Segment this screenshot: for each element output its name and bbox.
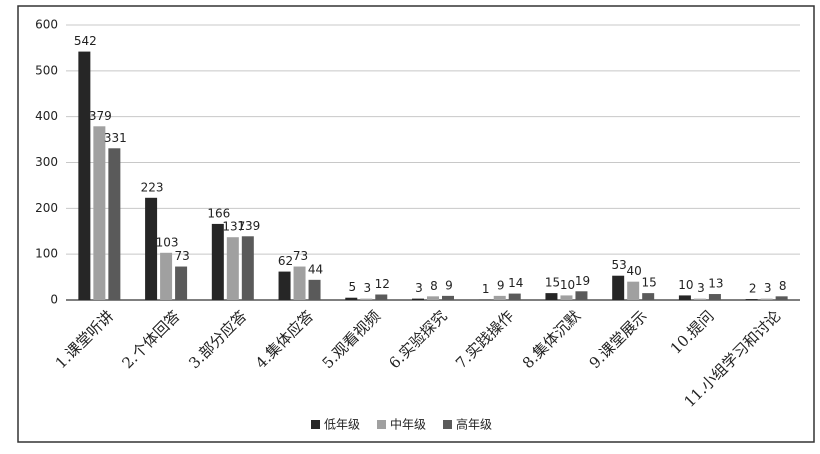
bar bbox=[760, 298, 773, 300]
bar bbox=[775, 296, 788, 300]
value-label: 10 bbox=[678, 278, 693, 292]
bar bbox=[293, 266, 306, 300]
value-label: 3 bbox=[697, 281, 705, 295]
bar bbox=[78, 51, 91, 301]
value-label: 5 bbox=[348, 280, 356, 294]
legend-swatch bbox=[311, 420, 320, 429]
x-tick-label: 1.课堂听讲 bbox=[52, 307, 117, 372]
bar bbox=[211, 223, 224, 300]
x-tick-label: 7.实践操作 bbox=[452, 307, 517, 372]
bar bbox=[745, 299, 758, 300]
value-label: 73 bbox=[293, 249, 308, 263]
value-label: 542 bbox=[74, 34, 97, 48]
bar bbox=[412, 298, 424, 300]
bar bbox=[442, 295, 454, 300]
bar bbox=[145, 197, 158, 300]
x-tick-label: 6.实验探究 bbox=[385, 307, 450, 372]
value-label: 139 bbox=[237, 219, 260, 233]
value-label: 8 bbox=[779, 279, 787, 293]
value-label: 331 bbox=[104, 131, 127, 145]
value-label: 379 bbox=[89, 109, 112, 123]
value-label: 137 bbox=[222, 220, 245, 234]
bar bbox=[360, 298, 373, 300]
x-tick-label: 10.提问 bbox=[667, 307, 718, 358]
legend-label: 高年级 bbox=[456, 417, 492, 432]
value-label: 8 bbox=[430, 279, 438, 293]
bar bbox=[241, 236, 254, 300]
bar bbox=[375, 294, 388, 300]
y-tick-label: 600 bbox=[35, 18, 58, 32]
value-label: 9 bbox=[497, 278, 505, 292]
y-tick-label: 0 bbox=[50, 293, 58, 307]
bar bbox=[93, 126, 106, 301]
y-tick-label: 200 bbox=[35, 201, 58, 215]
bar bbox=[642, 293, 655, 300]
value-label: 53 bbox=[612, 258, 627, 272]
bar bbox=[693, 298, 706, 300]
x-tick-label: 3.部分应答 bbox=[185, 307, 250, 372]
bar bbox=[345, 297, 358, 300]
value-label: 19 bbox=[575, 274, 590, 288]
value-label: 166 bbox=[207, 206, 230, 220]
value-label: 223 bbox=[141, 180, 164, 194]
bar bbox=[508, 293, 521, 300]
legend-label: 低年级 bbox=[324, 418, 360, 432]
value-label: 3 bbox=[363, 281, 371, 295]
bar bbox=[427, 296, 439, 300]
bar bbox=[545, 293, 558, 300]
bar bbox=[560, 295, 573, 300]
value-label: 15 bbox=[545, 276, 560, 290]
y-tick-label: 500 bbox=[35, 63, 58, 77]
bar bbox=[627, 281, 640, 300]
legend-label: 中年级 bbox=[390, 417, 426, 432]
bar bbox=[175, 266, 188, 300]
value-label: 62 bbox=[278, 254, 293, 268]
bar bbox=[612, 275, 625, 300]
x-tick-label: 9.课堂展示 bbox=[586, 307, 651, 372]
value-label: 73 bbox=[174, 249, 189, 263]
bar bbox=[308, 279, 321, 300]
value-label: 10 bbox=[560, 278, 575, 292]
bar bbox=[678, 295, 691, 300]
x-tick-label: 8.集体沉默 bbox=[519, 307, 584, 372]
legend-swatch bbox=[443, 420, 452, 429]
x-tick-label: 4.集体应答 bbox=[252, 307, 317, 372]
bar bbox=[708, 294, 721, 300]
y-tick-label: 300 bbox=[35, 155, 58, 169]
bar bbox=[278, 271, 291, 300]
y-tick-label: 400 bbox=[35, 109, 58, 123]
value-label: 13 bbox=[708, 277, 723, 291]
y-tick-label: 100 bbox=[35, 247, 58, 261]
value-label: 15 bbox=[642, 276, 657, 290]
value-label: 103 bbox=[156, 235, 179, 249]
bar bbox=[108, 148, 121, 300]
frame bbox=[17, 5, 815, 443]
value-label: 2 bbox=[749, 282, 757, 296]
x-tick-label: 2.个体回答 bbox=[118, 307, 183, 372]
value-label: 3 bbox=[764, 281, 772, 295]
legend-swatch bbox=[377, 420, 386, 429]
value-label: 12 bbox=[375, 277, 390, 291]
bar bbox=[160, 252, 173, 300]
value-label: 44 bbox=[308, 262, 323, 276]
value-label: 3 bbox=[415, 281, 423, 295]
x-tick-label: 5.观看视频 bbox=[319, 307, 384, 372]
value-label: 1 bbox=[482, 282, 490, 296]
bar bbox=[226, 237, 239, 300]
bar bbox=[493, 295, 506, 300]
value-label: 14 bbox=[508, 276, 523, 290]
bar bbox=[575, 291, 588, 300]
value-label: 9 bbox=[445, 278, 453, 292]
value-label: 40 bbox=[627, 264, 642, 278]
